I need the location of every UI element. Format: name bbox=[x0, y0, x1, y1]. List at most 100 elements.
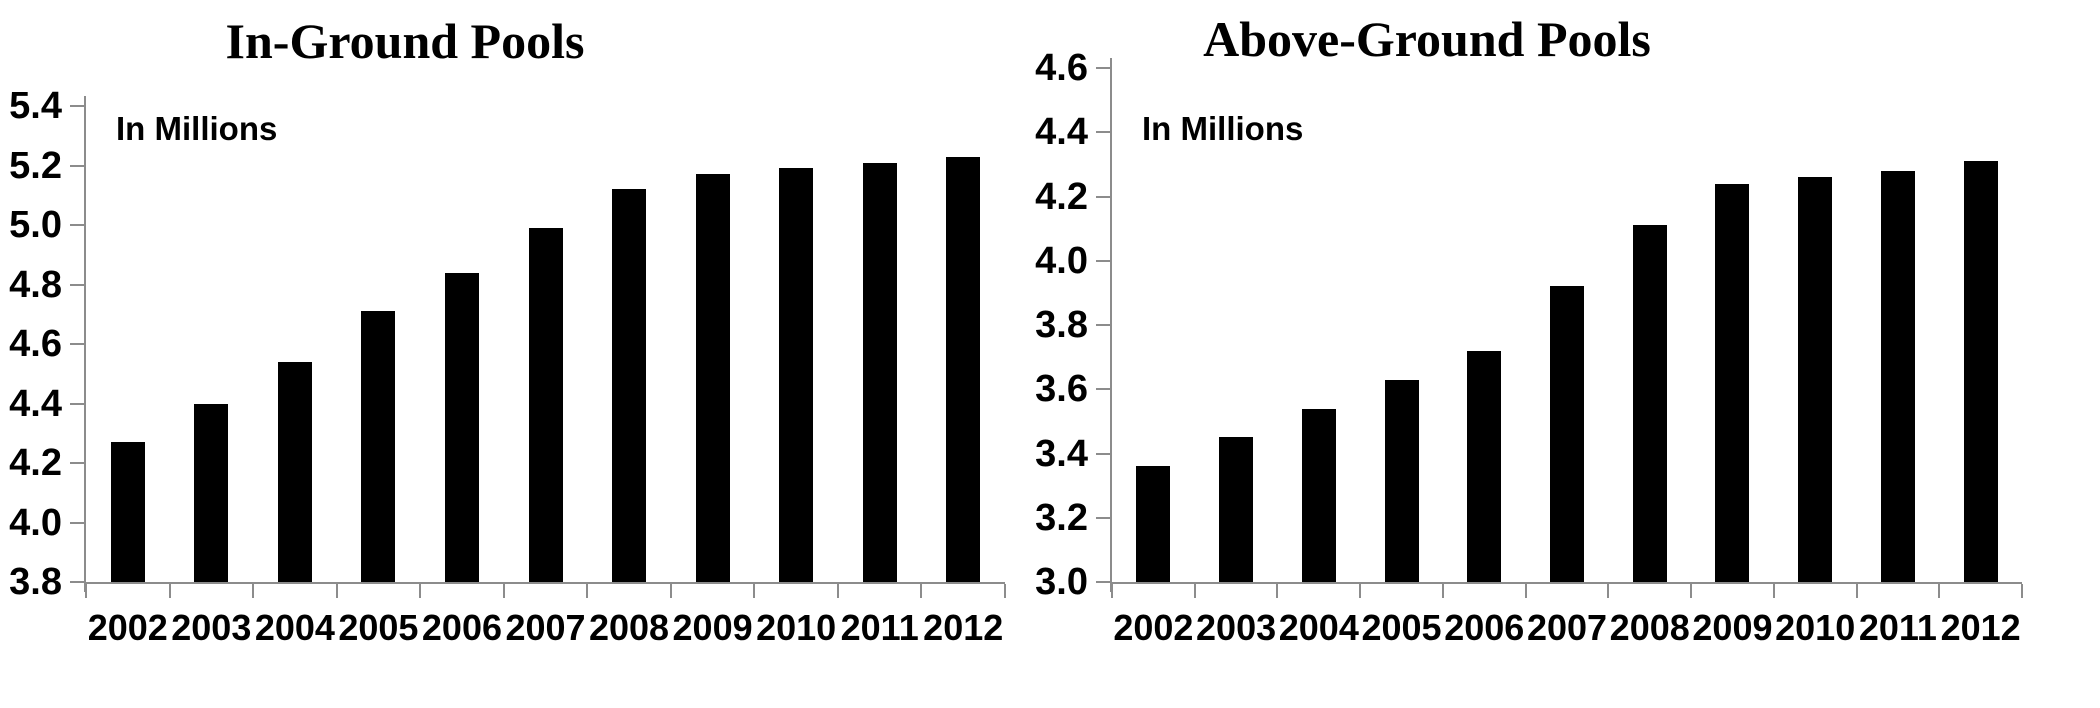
y-tick-label: 4.0 bbox=[1035, 239, 1088, 282]
y-tick-label: 5.4 bbox=[9, 85, 62, 127]
x-tick-label: 2002 bbox=[87, 607, 168, 648]
y-tick-mark bbox=[70, 224, 84, 226]
x-tick-label: 2002 bbox=[1113, 607, 1194, 648]
x-tick-label: 2009 bbox=[1692, 607, 1773, 648]
x-tick-mark bbox=[1690, 584, 1693, 598]
x-axis-line bbox=[84, 582, 1005, 584]
y-tick-mark bbox=[70, 283, 84, 286]
x-tick-label: 2011 bbox=[840, 607, 919, 648]
y-tick-label: 3.8 bbox=[1035, 304, 1088, 346]
y-tick-mark bbox=[1096, 131, 1110, 134]
x-tick-label: 2005 bbox=[338, 607, 419, 648]
bar-2012 bbox=[946, 156, 981, 582]
y-tick-mark bbox=[70, 105, 84, 107]
bar-2012 bbox=[1963, 161, 1998, 582]
x-tick-mark bbox=[920, 584, 923, 598]
x-tick-label: 2003 bbox=[171, 607, 252, 648]
chart-title-in-ground: In-Ground Pools bbox=[225, 13, 585, 69]
y-axis-line bbox=[84, 96, 86, 592]
x-tick-label: 2012 bbox=[923, 607, 1004, 648]
x-tick-label: 2011 bbox=[1858, 607, 1937, 648]
x-tick-label: 2008 bbox=[1609, 607, 1690, 648]
x-tick-mark bbox=[1276, 584, 1279, 598]
bar-2003 bbox=[1219, 437, 1254, 582]
y-tick-label: 5.0 bbox=[9, 204, 62, 246]
y-tick-mark bbox=[70, 581, 84, 583]
chart-annotation: In Millions bbox=[116, 110, 278, 147]
x-tick-mark bbox=[252, 584, 255, 598]
y-tick-mark bbox=[1096, 388, 1110, 391]
x-tick-label: 2010 bbox=[1775, 607, 1856, 648]
x-tick-mark bbox=[419, 584, 422, 598]
x-tick-mark bbox=[1938, 584, 1941, 598]
bar-2004 bbox=[1301, 408, 1336, 582]
y-tick-label: 4.0 bbox=[9, 501, 62, 544]
y-tick-mark bbox=[1096, 195, 1110, 198]
x-tick-label: 2008 bbox=[588, 607, 670, 648]
x-tick-mark bbox=[502, 584, 505, 598]
x-tick-mark bbox=[1359, 584, 1362, 598]
y-tick-label: 4.8 bbox=[9, 263, 62, 306]
bar-2011 bbox=[862, 162, 897, 582]
y-axis-line bbox=[1110, 58, 1112, 592]
bar-2002 bbox=[110, 442, 145, 582]
bar-2004 bbox=[277, 361, 312, 582]
y-tick-mark bbox=[70, 343, 84, 345]
x-tick-label: 2004 bbox=[254, 607, 335, 648]
y-tick-label: 4.2 bbox=[1035, 175, 1088, 218]
bar-2007 bbox=[528, 227, 563, 582]
x-tick-mark bbox=[85, 584, 87, 598]
y-tick-label: 3.6 bbox=[1035, 368, 1088, 411]
x-tick-label: 2009 bbox=[672, 607, 753, 648]
y-tick-mark bbox=[1096, 581, 1110, 583]
x-tick-label: 2010 bbox=[756, 607, 837, 648]
bar-2008 bbox=[612, 189, 647, 582]
chart-title-above-ground: Above-Ground Pools bbox=[1203, 11, 1651, 67]
bar-2002 bbox=[1136, 466, 1171, 582]
y-tick-label: 3.2 bbox=[1035, 496, 1088, 539]
x-tick-mark bbox=[1524, 584, 1527, 598]
x-tick-mark bbox=[2021, 584, 2023, 598]
y-tick-label: 4.4 bbox=[9, 382, 62, 425]
x-tick-mark bbox=[1607, 584, 1610, 598]
bar-2009 bbox=[1715, 183, 1750, 582]
x-tick-mark bbox=[753, 584, 756, 598]
bar-2007 bbox=[1550, 286, 1584, 582]
y-tick-mark bbox=[70, 462, 84, 464]
x-tick-label: 2006 bbox=[421, 607, 502, 648]
y-tick-mark bbox=[1096, 259, 1110, 262]
x-tick-mark bbox=[1193, 584, 1196, 598]
y-tick-label: 3.8 bbox=[9, 561, 62, 603]
y-tick-label: 4.2 bbox=[9, 442, 62, 484]
bar-2003 bbox=[194, 403, 229, 582]
y-tick-label: 3.4 bbox=[1035, 432, 1088, 475]
y-tick-mark bbox=[70, 164, 84, 167]
bar-2011 bbox=[1880, 170, 1915, 582]
chart-annotation: In Millions bbox=[1142, 110, 1304, 147]
x-tick-label: 2006 bbox=[1444, 607, 1525, 648]
bar-2005 bbox=[1384, 379, 1419, 582]
x-tick-mark bbox=[1855, 584, 1858, 598]
bar-2005 bbox=[361, 311, 396, 582]
x-tick-mark bbox=[1004, 584, 1006, 598]
x-tick-mark bbox=[1111, 584, 1113, 598]
bar-2006 bbox=[444, 272, 479, 582]
x-tick-label: 2007 bbox=[505, 607, 586, 648]
y-tick-mark bbox=[1096, 324, 1110, 326]
x-tick-mark bbox=[836, 584, 839, 598]
x-axis-line bbox=[1110, 582, 2022, 584]
y-tick-mark bbox=[1096, 452, 1110, 455]
x-tick-label: 2004 bbox=[1278, 607, 1359, 648]
y-tick-label: 4.6 bbox=[9, 323, 62, 365]
y-tick-label: 4.4 bbox=[1035, 111, 1088, 154]
bar-2010 bbox=[779, 168, 814, 582]
y-tick-label: 5.2 bbox=[9, 144, 62, 187]
bar-2008 bbox=[1632, 225, 1667, 582]
x-tick-label: 2012 bbox=[1940, 607, 2021, 648]
y-tick-mark bbox=[70, 521, 84, 524]
x-tick-label: 2007 bbox=[1526, 607, 1608, 648]
x-tick-label: 2003 bbox=[1196, 607, 1277, 648]
x-tick-mark bbox=[1441, 584, 1444, 598]
x-tick-label: 2005 bbox=[1361, 607, 1442, 648]
